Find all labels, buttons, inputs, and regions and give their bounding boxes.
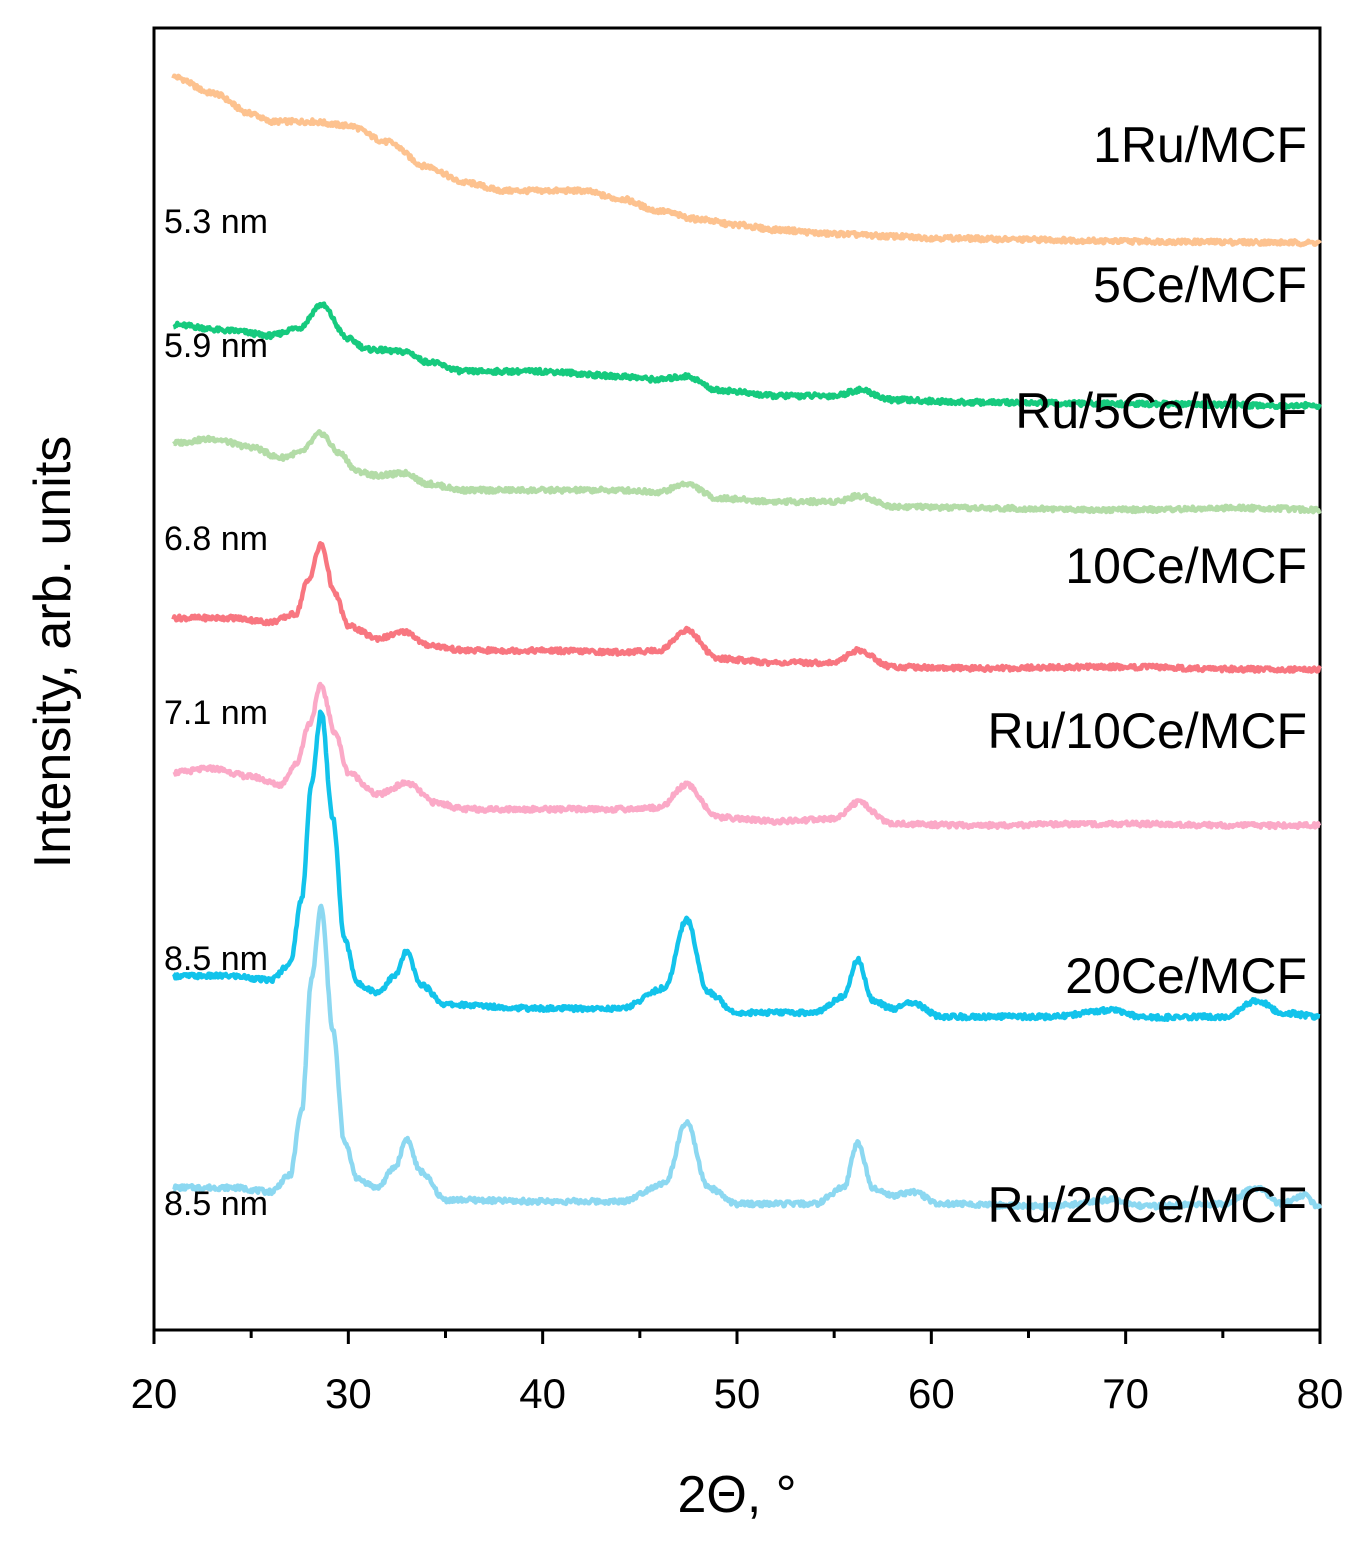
series-line-1ru-mcf — [171, 73, 1322, 248]
x-axis-title: 2Θ, ° — [677, 1466, 796, 1524]
crystallite-size-label-5ce-mcf: 5.3 nm — [164, 203, 268, 241]
series-label-ru-5ce-mcf: Ru/5Ce/MCF — [1015, 383, 1307, 439]
crystallite-size-labels: 5.3 nm 5.9 nm 6.8 nm 7.1 nm 8.5 nm 8.5 nm — [164, 203, 268, 1223]
x-tick-label-30: 30 — [325, 1370, 372, 1417]
x-tick-label-60: 60 — [908, 1370, 955, 1417]
x-tick-label-80: 80 — [1297, 1370, 1344, 1417]
series-line-5ce-mcf — [172, 301, 1322, 411]
series-label-10ce-mcf: 10Ce/MCF — [1065, 538, 1307, 594]
x-tick-label-40: 40 — [519, 1370, 566, 1417]
series-line-10ce-mcf — [171, 541, 1322, 674]
series-label-1ru-mcf: 1Ru/MCF — [1093, 117, 1307, 173]
x-axis-ticks — [152, 1330, 1322, 1344]
x-tick-label-20: 20 — [131, 1370, 178, 1417]
crystallite-size-label-ru-20ce-mcf: 8.5 nm — [164, 1185, 268, 1223]
series-label-20ce-mcf: 20Ce/MCF — [1065, 948, 1307, 1004]
series-line-ru-5ce-mcf — [172, 429, 1322, 515]
series-label-ru-10ce-mcf: Ru/10Ce/MCF — [987, 703, 1307, 759]
series-curves — [171, 73, 1323, 1211]
series-line-ru-10ce-mcf — [172, 681, 1322, 831]
crystallite-size-label-20ce-mcf: 8.5 nm — [164, 940, 268, 978]
y-axis-title: Intensity, arb. units — [24, 436, 82, 869]
series-line-ru-20ce-mcf — [172, 903, 1323, 1211]
crystallite-size-label-ru-5ce-mcf: 5.9 nm — [164, 327, 268, 365]
series-label-ru-20ce-mcf: Ru/20Ce/MCF — [987, 1177, 1307, 1233]
crystallite-size-label-10ce-mcf: 6.8 nm — [164, 520, 268, 558]
x-tick-label-50: 50 — [714, 1370, 761, 1417]
series-line-20ce-mcf — [171, 709, 1322, 1023]
crystallite-size-label-ru-10ce-mcf: 7.1 nm — [164, 694, 268, 732]
series-labels: 1Ru/MCF 5Ce/MCF Ru/5Ce/MCF 10Ce/MCF Ru/10Ce/… — [987, 117, 1307, 1233]
series-label-5ce-mcf: 5Ce/MCF — [1093, 257, 1307, 313]
x-tick-label-70: 70 — [1102, 1370, 1149, 1417]
x-axis-tick-labels: 20 30 40 50 60 70 80 — [131, 1370, 1344, 1417]
